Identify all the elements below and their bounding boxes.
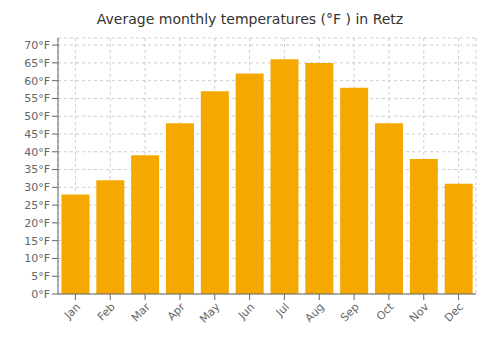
svg-text:May: May: [197, 300, 223, 326]
svg-text:45°F: 45°F: [24, 128, 50, 141]
svg-text:Oct: Oct: [374, 300, 397, 323]
svg-text:30°F: 30°F: [24, 181, 50, 194]
svg-text:50°F: 50°F: [24, 110, 50, 123]
svg-text:Mar: Mar: [129, 300, 153, 324]
svg-text:65°F: 65°F: [24, 57, 50, 70]
svg-text:Feb: Feb: [95, 300, 118, 323]
svg-text:Jul: Jul: [273, 300, 292, 319]
svg-text:55°F: 55°F: [24, 92, 50, 105]
svg-text:0°F: 0°F: [31, 288, 50, 301]
svg-text:60°F: 60°F: [24, 75, 50, 88]
svg-text:70°F: 70°F: [24, 39, 50, 52]
svg-text:Dec: Dec: [442, 300, 466, 324]
html-text:Average monthly temperatures (: Average monthly temperatures (°F ) in Re…: [96, 11, 404, 27]
svg-text:20°F: 20°F: [24, 217, 50, 230]
svg-text:15°F: 15°F: [24, 235, 50, 248]
svg-text:Apr: Apr: [165, 300, 188, 323]
svg-text:10°F: 10°F: [24, 252, 50, 265]
svg-text:25°F: 25°F: [24, 199, 50, 212]
svg-text:35°F: 35°F: [24, 163, 50, 176]
svg-text:Jan: Jan: [61, 300, 83, 322]
svg-text:5°F: 5°F: [31, 270, 50, 283]
svg-text:Sep: Sep: [338, 300, 362, 324]
svg-text:40°F: 40°F: [24, 146, 50, 159]
svg-text:Jun: Jun: [235, 300, 257, 322]
svg-text:Nov: Nov: [407, 300, 432, 325]
svg-text:Aug: Aug: [303, 300, 327, 324]
